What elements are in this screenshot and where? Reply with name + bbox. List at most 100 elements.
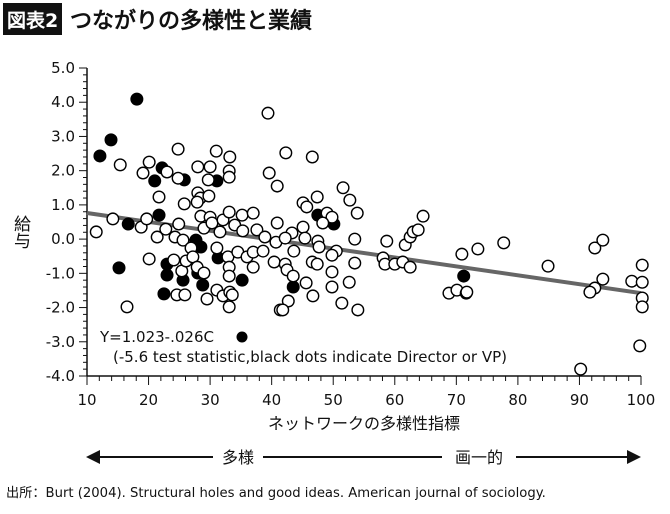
data-point [305,150,319,164]
data-point [246,260,260,274]
diversity-scale-arrow: 多様 画一的 [86,446,641,468]
data-point [106,212,120,226]
data-point [142,252,156,266]
data-point [210,241,224,255]
y-axis-label: 給与 [10,215,31,249]
scale-left-label: 多様 [222,448,254,467]
data-point [455,247,469,261]
data-point [460,285,474,299]
data-point [152,190,166,204]
data-point [312,240,326,254]
data-point [200,292,214,306]
x-tick-label: 20 [139,391,158,409]
arrow-right-icon [627,450,641,464]
data-point [287,244,301,258]
data-point [258,230,272,244]
data-point [222,300,236,314]
data-point [350,206,364,220]
data-point [270,216,284,230]
data-point-director-vp [148,174,162,188]
data-point [120,300,134,314]
y-tick-label: 3.0 [51,127,75,145]
y-tick-label: -2.0 [46,299,75,317]
data-point [278,231,292,245]
data-point [286,269,300,283]
data-point [201,173,215,187]
data-point [279,146,293,160]
data-point [343,193,357,207]
data-point [191,160,205,174]
data-point [113,158,127,172]
data-point [171,142,185,156]
data-point [310,190,324,204]
data-point [296,220,310,234]
data-point [596,272,610,286]
x-tick-label: 100 [627,391,656,409]
data-point [225,288,239,302]
figure-badge-text: 図表2 [7,9,58,32]
data-point [596,233,610,247]
data-point [276,303,290,317]
data-point [190,195,204,209]
data-point-director-vp [112,261,126,275]
data-point [172,217,186,231]
data-point [336,181,350,195]
data-point [178,288,192,302]
data-point [325,280,339,294]
data-point [136,166,150,180]
data-point [299,276,313,290]
x-tick-label: 10 [77,391,96,409]
y-tick-label: -4.0 [46,367,75,385]
data-point [246,206,260,220]
data-point [160,165,174,179]
y-tick-label: 1.0 [51,196,75,214]
data-point [222,205,236,219]
data-point [262,166,276,180]
data-point [256,244,270,258]
data-point [325,248,339,262]
data-point [497,236,511,250]
data-point-director-vp [457,269,471,283]
data-point [236,224,250,238]
y-tick-label: 4.0 [51,93,75,111]
data-point-director-vp [93,149,107,163]
axes [79,67,642,385]
data-point-director-vp [286,280,300,294]
data-point-director-vp [160,268,174,282]
data-point [316,216,330,230]
data-point [140,212,154,226]
data-point [222,170,236,184]
data-point [250,223,264,237]
data-point [213,225,227,239]
figure-badge [3,3,62,35]
data-point [310,257,324,271]
y-tick-label: 0.0 [51,230,75,248]
data-point [574,362,588,376]
data-point-director-vp [196,278,210,292]
data-point-director-vp [121,217,135,231]
data-point [177,197,191,211]
y-tick-label: -1.0 [46,264,75,282]
data-point [335,296,349,310]
data-point [300,200,314,214]
x-tick-label: 40 [262,391,281,409]
data-point [633,339,647,353]
data-point [267,255,281,269]
data-point [348,232,362,246]
data-point [261,106,275,120]
data-point [203,160,217,174]
x-tick-label: 90 [570,391,589,409]
data-point [223,150,237,164]
data-point [541,259,555,273]
data-point [588,241,602,255]
equation-annotation: Y=1.023-.026C [99,328,214,346]
data-point [380,234,394,248]
data-point [411,223,425,237]
x-tick-label: 60 [385,391,404,409]
x-tick-label: 70 [447,391,466,409]
data-point [167,253,181,267]
data-point-director-vp [235,273,249,287]
data-point [403,260,417,274]
data-point [159,222,173,236]
data-point [325,265,339,279]
